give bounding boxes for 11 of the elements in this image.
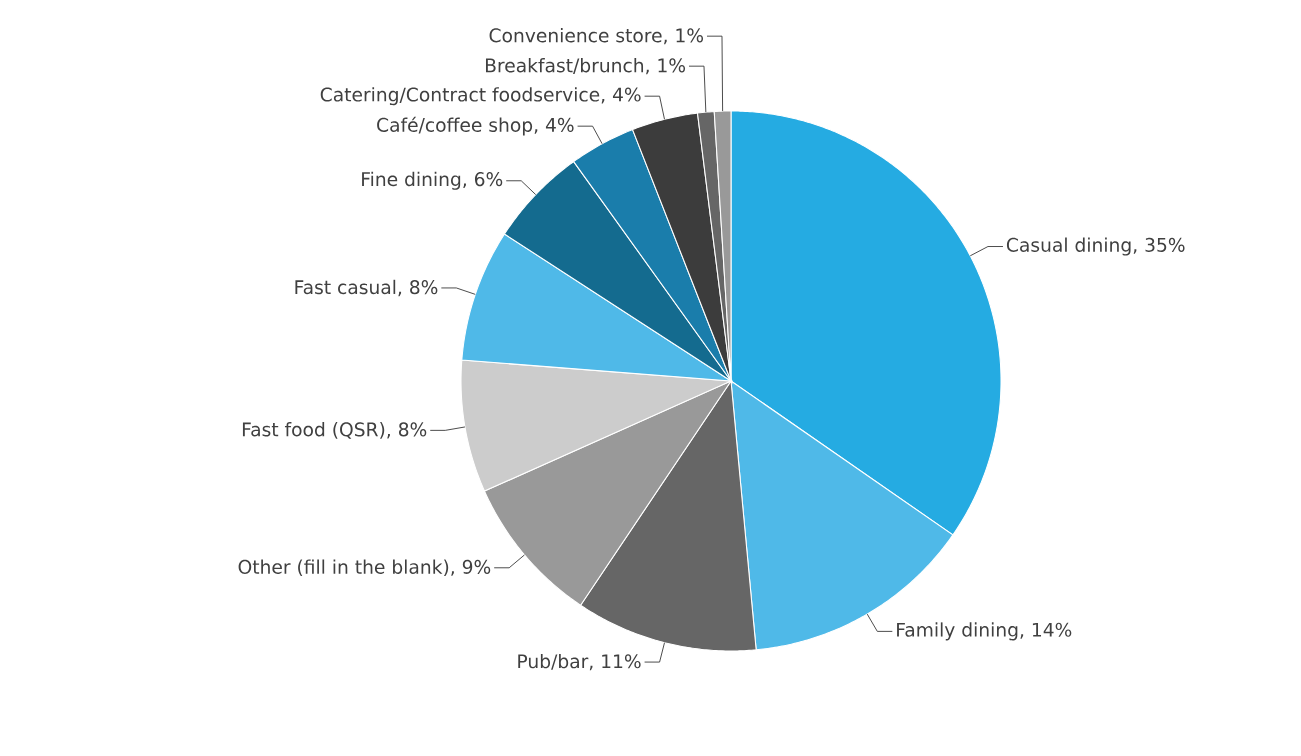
slice-label: Café/coffee shop, 4% (377, 116, 574, 136)
slice-label: Casual dining, 35% (1006, 237, 1185, 256)
slice-label: Breakfast/brunch, 1% (485, 58, 686, 75)
slice-label: Fine dining, 6% (362, 171, 503, 190)
slice-label: Fast casual, 8% (295, 279, 438, 297)
slice-label: Convenience store, 1% (489, 28, 704, 45)
slice-label: Catering/Contract foodservice, 4% (320, 87, 641, 106)
slice-label: Family dining, 14% (897, 622, 1072, 641)
slice-label: Fast food (QSR), 8% (242, 422, 427, 439)
slice-label: Other (fill in the blank), 9% (238, 559, 491, 577)
slice-label: Pub/bar, 11% (518, 653, 641, 671)
